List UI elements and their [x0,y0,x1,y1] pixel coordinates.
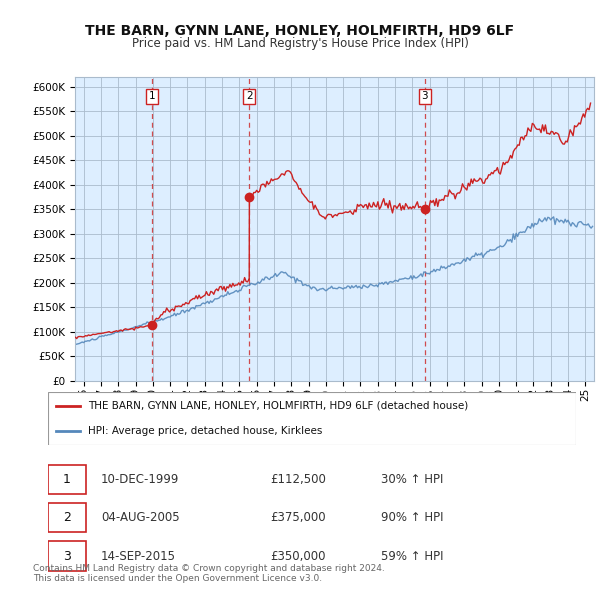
Text: 10-DEC-1999: 10-DEC-1999 [101,473,179,486]
Text: 1: 1 [63,473,71,486]
Text: Contains HM Land Registry data © Crown copyright and database right 2024.
This d: Contains HM Land Registry data © Crown c… [33,563,385,583]
Text: THE BARN, GYNN LANE, HONLEY, HOLMFIRTH, HD9 6LF (detached house): THE BARN, GYNN LANE, HONLEY, HOLMFIRTH, … [88,401,468,411]
Bar [48,503,86,532]
Text: 1: 1 [149,91,155,101]
Text: 2: 2 [246,91,253,101]
Text: 30% ↑ HPI: 30% ↑ HPI [380,473,443,486]
Text: £350,000: £350,000 [270,549,325,563]
Text: HPI: Average price, detached house, Kirklees: HPI: Average price, detached house, Kirk… [88,425,322,435]
Text: £112,500: £112,500 [270,473,326,486]
Text: 90% ↑ HPI: 90% ↑ HPI [380,511,443,525]
Text: Price paid vs. HM Land Registry's House Price Index (HPI): Price paid vs. HM Land Registry's House … [131,37,469,50]
Text: 14-SEP-2015: 14-SEP-2015 [101,549,176,563]
Bar [48,542,86,571]
Bar [48,465,86,494]
Text: 3: 3 [63,549,71,563]
Text: 04-AUG-2005: 04-AUG-2005 [101,511,179,525]
Text: 3: 3 [421,91,428,101]
Text: £375,000: £375,000 [270,511,325,525]
Text: 2: 2 [63,511,71,525]
Text: THE BARN, GYNN LANE, HONLEY, HOLMFIRTH, HD9 6LF: THE BARN, GYNN LANE, HONLEY, HOLMFIRTH, … [85,24,515,38]
Text: 59% ↑ HPI: 59% ↑ HPI [380,549,443,563]
